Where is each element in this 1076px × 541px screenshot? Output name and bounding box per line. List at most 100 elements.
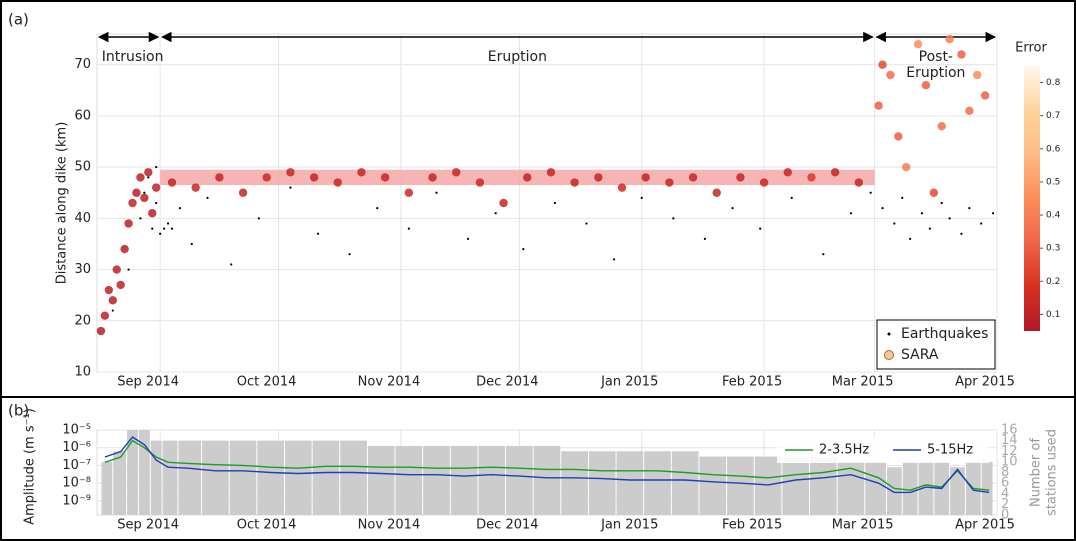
earthquake-point <box>143 191 146 194</box>
earthquake-point <box>901 196 904 199</box>
earthquake-point <box>849 212 853 215</box>
earthquake-point <box>991 212 995 215</box>
earthquake-point <box>190 242 193 246</box>
sara-point <box>148 209 157 218</box>
earthquake-point <box>466 237 470 240</box>
station-bar <box>902 461 918 515</box>
y-axis-label: Distance along dike (km) <box>55 122 70 285</box>
y2-tick-label: 14 <box>1001 433 1018 448</box>
station-bar <box>138 430 150 515</box>
earthquake-point <box>522 247 525 251</box>
earthquake-point <box>151 227 154 230</box>
sara-point <box>921 81 931 90</box>
earthquake-point <box>348 253 351 256</box>
earthquake-point <box>289 186 292 189</box>
sara-point <box>807 173 816 182</box>
sara-point <box>167 178 177 187</box>
station-bar <box>533 445 561 515</box>
sara-point <box>452 168 461 177</box>
earthquake-point <box>940 201 943 205</box>
station-bar <box>229 440 257 515</box>
earthquake-point <box>163 227 166 230</box>
sara-point <box>980 91 990 100</box>
y2-tick-label: 0 <box>1001 508 1009 523</box>
sara-point <box>191 183 200 192</box>
y-axis-label: Amplitude (m s⁻¹) <box>23 408 38 525</box>
sara-point <box>759 178 769 187</box>
earthquake-point <box>960 232 963 235</box>
earthquake-point <box>155 166 158 169</box>
earthquake-point <box>790 196 793 199</box>
sara-point <box>116 280 125 290</box>
earthquake-point <box>759 227 762 230</box>
y2-tick-label: 2 <box>1001 497 1009 512</box>
earthquake-point <box>127 268 130 271</box>
station-bar <box>395 445 423 515</box>
legend-box <box>876 319 996 370</box>
earthquake-point <box>111 309 114 312</box>
earthquake-point <box>980 222 983 225</box>
sara-point <box>957 50 966 59</box>
station-bar <box>178 440 202 515</box>
earthquake-point <box>881 207 884 210</box>
x-tick-label: Mar 2015 <box>832 375 894 390</box>
x-tick-label: Jan 2015 <box>600 518 658 533</box>
x-tick-label: Nov 2014 <box>358 518 421 533</box>
station-bar <box>423 445 450 515</box>
sara-point <box>120 244 129 254</box>
sara-point <box>215 173 224 182</box>
earthquake-point <box>928 227 931 230</box>
earthquake-point <box>968 207 971 210</box>
y-tick-label: 10 <box>74 365 91 380</box>
y-tick-label: 60 <box>74 108 91 123</box>
station-bar <box>506 445 533 515</box>
sara-point <box>262 173 271 182</box>
station-bar <box>162 440 178 515</box>
earthquake-point <box>147 176 150 179</box>
legend-marker <box>884 350 894 360</box>
legend-label: 2-3.5Hz <box>819 443 869 458</box>
sara-point <box>238 188 248 197</box>
station-bar <box>699 456 727 515</box>
y-tick-label: 10⁻⁹ <box>62 493 91 508</box>
colorbar-tick-label: 0.3 <box>1046 244 1060 254</box>
y-tick-label: 10⁻⁶ <box>62 440 91 455</box>
sara-point <box>854 178 864 187</box>
y2-tick-label: 4 <box>1001 486 1009 501</box>
colorbar-tick-label: 0.2 <box>1046 277 1060 287</box>
y2-axis-label: Number of <box>1029 438 1044 507</box>
sara-point <box>124 219 133 228</box>
x-tick-label: Apr 2015 <box>955 375 1015 390</box>
earthquake-point <box>920 212 924 215</box>
colorbar-tick-label: 0.8 <box>1046 78 1061 88</box>
earthquake-point <box>230 263 233 266</box>
earthquake-point <box>435 191 438 194</box>
sara-point <box>945 34 954 44</box>
x-tick-label: Sep 2014 <box>117 518 179 533</box>
sara-point <box>428 173 437 182</box>
earthquake-point <box>869 191 872 194</box>
amplitude-line <box>104 439 990 491</box>
phase-label: Post- <box>919 49 953 65</box>
y2-tick-label: 12 <box>1001 444 1018 459</box>
sara-point <box>499 198 508 208</box>
station-bar <box>450 445 478 515</box>
sara-point <box>286 168 295 177</box>
station-bar <box>101 461 113 515</box>
x-tick-label: Feb 2015 <box>722 518 782 533</box>
sara-point <box>973 70 982 80</box>
sara-point <box>144 168 153 177</box>
y2-tick-label: 6 <box>1001 476 1009 491</box>
sara-point <box>136 173 145 182</box>
earthquake-point <box>553 201 556 205</box>
sara-point <box>309 173 319 182</box>
station-bar <box>950 467 965 515</box>
sara-point <box>112 265 121 274</box>
y2-tick-label: 8 <box>1001 465 1009 480</box>
y-tick-label: 10⁻⁵ <box>62 423 91 438</box>
y2-tick-label: 10 <box>1001 454 1018 469</box>
x-tick-label: Oct 2014 <box>237 375 297 390</box>
phase-label: Eruption <box>488 49 547 65</box>
sara-point <box>736 173 745 182</box>
station-bar <box>367 445 395 515</box>
